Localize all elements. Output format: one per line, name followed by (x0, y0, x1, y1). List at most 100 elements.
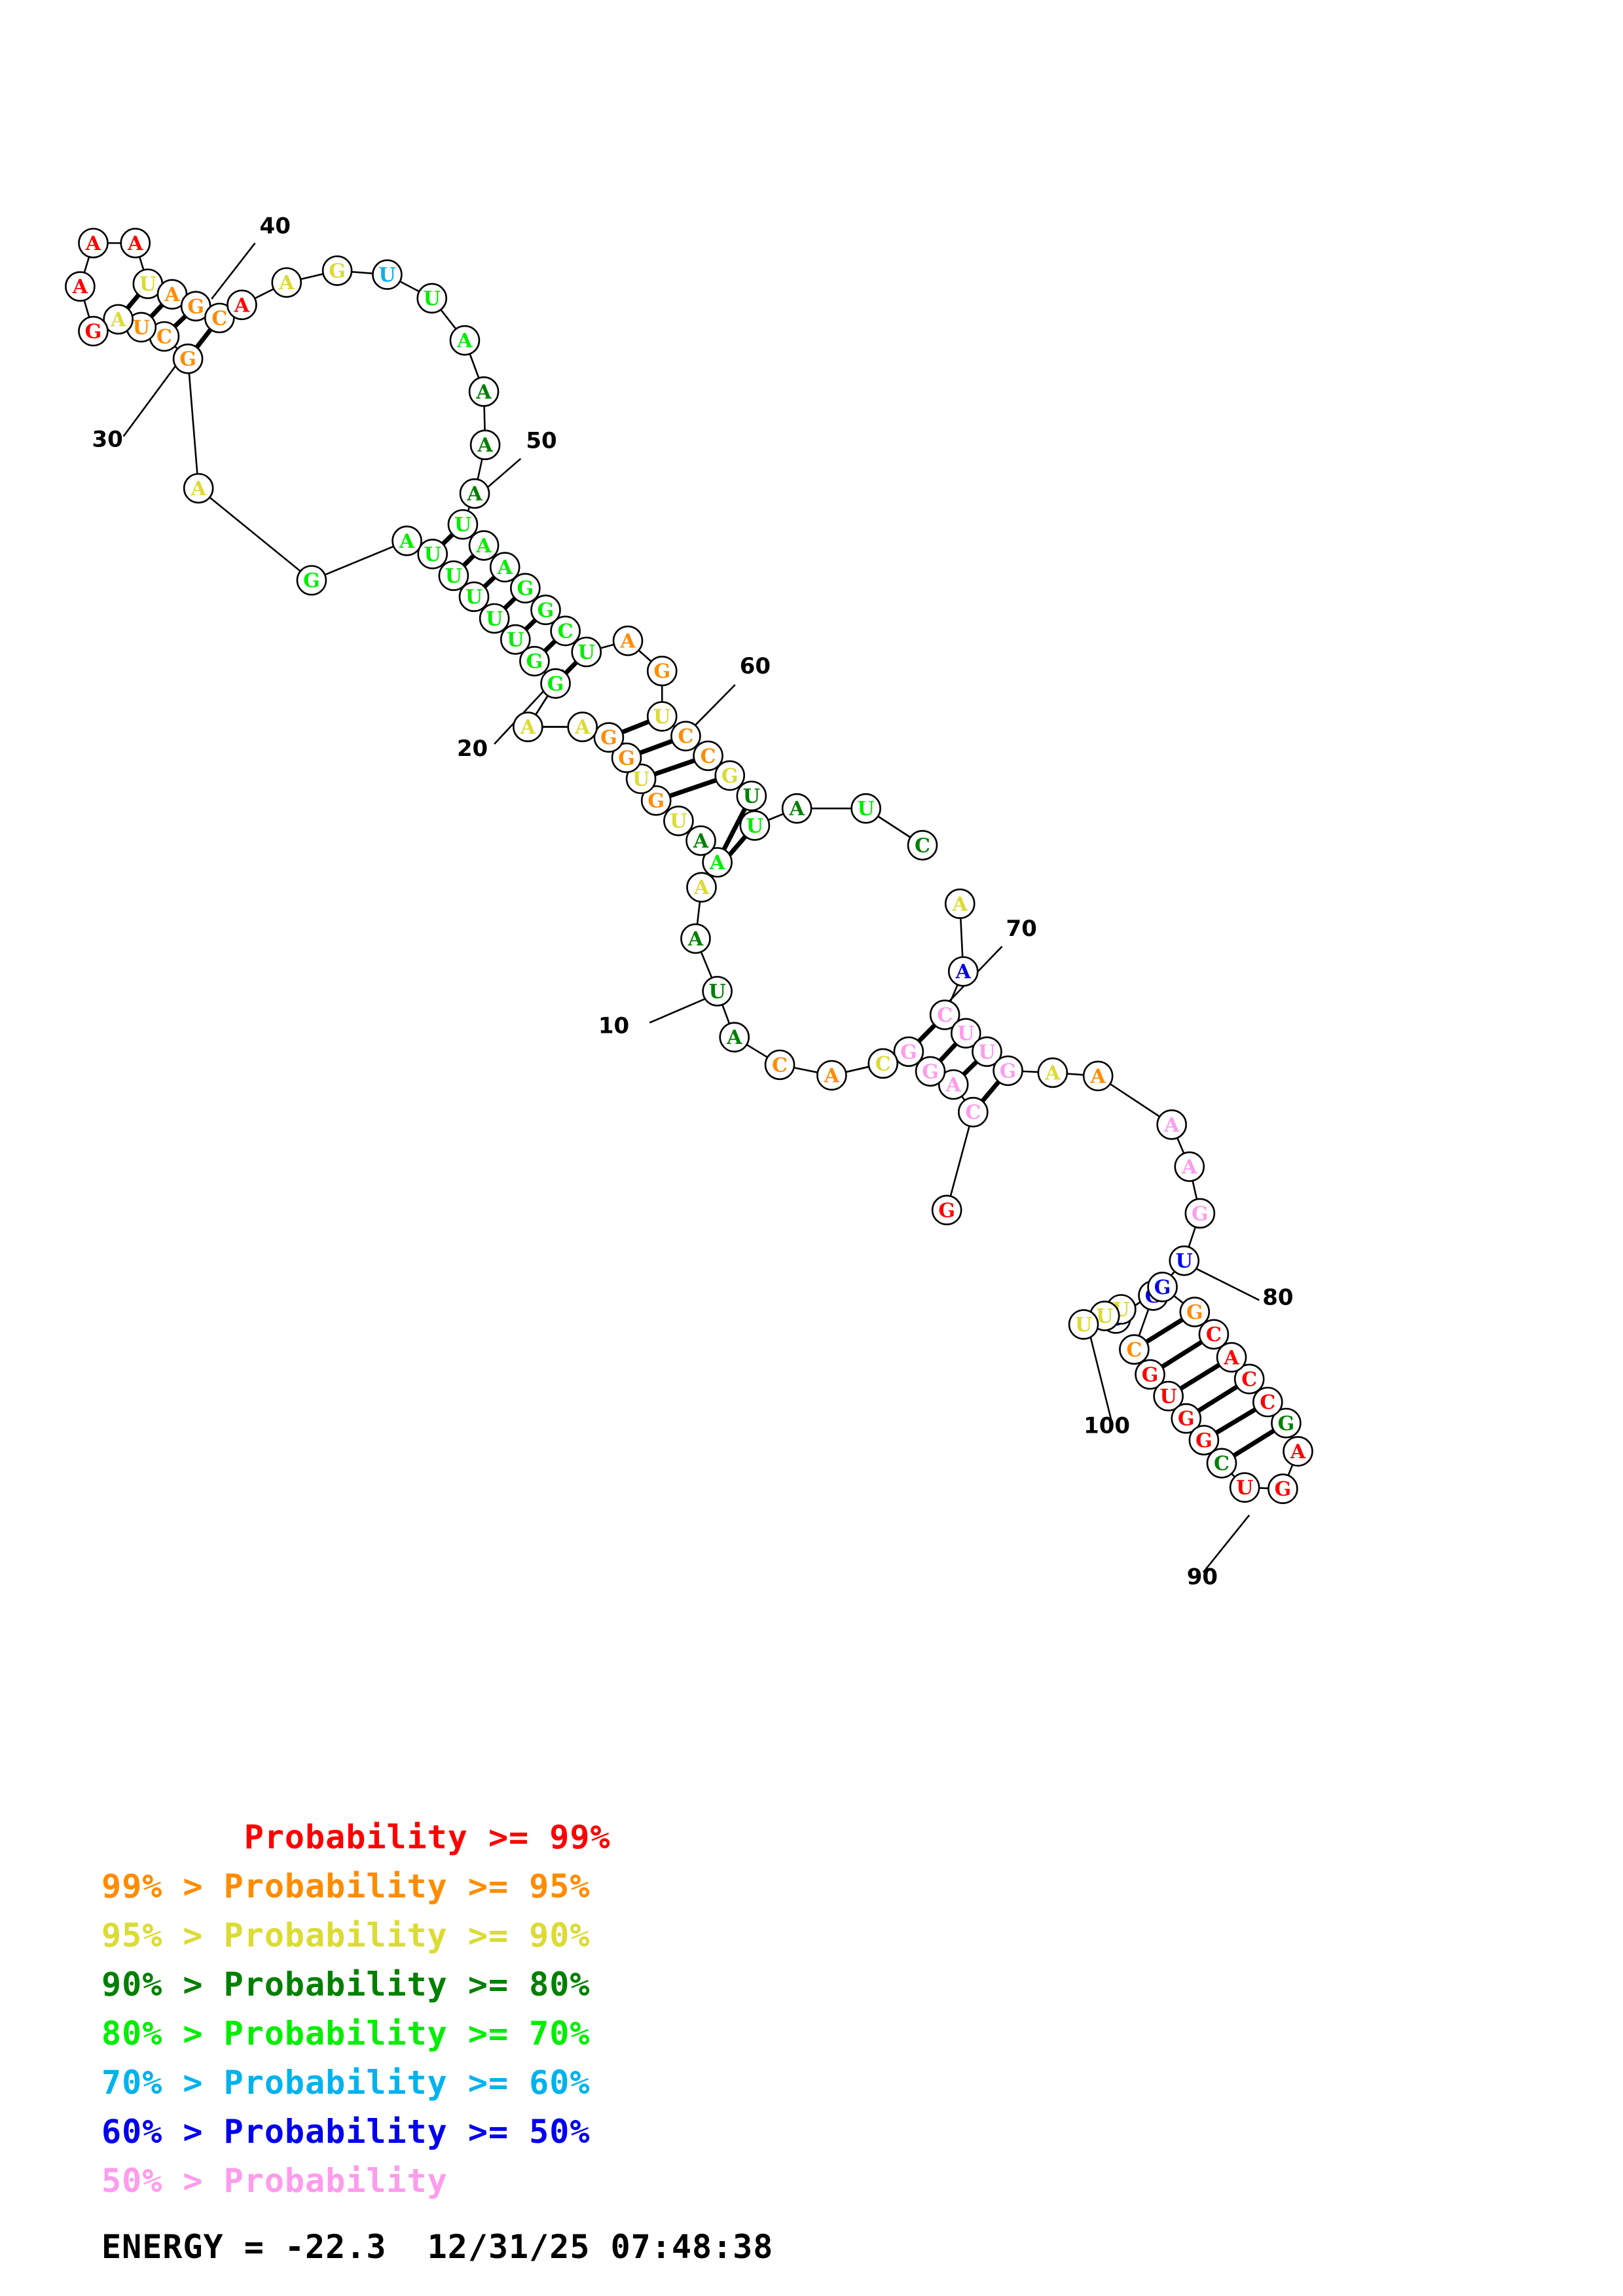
base-36[interactable]: G (78, 315, 109, 347)
base-97[interactable]: C (1198, 1319, 1230, 1350)
base-14[interactable]: A (685, 825, 716, 856)
base-circle[interactable] (530, 594, 561, 626)
base-4[interactable]: G (915, 1056, 946, 1087)
base-circle[interactable] (183, 473, 214, 504)
base-circle[interactable] (640, 785, 672, 816)
base-43[interactable]: C (204, 302, 235, 334)
base-94[interactable]: C (1252, 1386, 1283, 1418)
base-circle[interactable] (468, 530, 500, 561)
base-circle[interactable] (1198, 1319, 1230, 1350)
base-19[interactable]: G (593, 722, 625, 753)
base-89[interactable]: C (1206, 1448, 1237, 1479)
base-circle[interactable] (479, 603, 510, 634)
base-circle[interactable] (296, 565, 327, 596)
base-95[interactable]: C (1233, 1363, 1265, 1395)
base-circle[interactable] (513, 711, 543, 742)
base-32[interactable]: G (172, 343, 204, 374)
base-76[interactable]: G (993, 1055, 1023, 1086)
base-circle[interactable] (1184, 1198, 1216, 1229)
base-circle[interactable] (893, 1036, 924, 1067)
base-circle[interactable] (1179, 1297, 1211, 1327)
base-circle[interactable] (1135, 1359, 1165, 1390)
base-77[interactable]: A (1037, 1057, 1068, 1088)
base-50[interactable]: A (468, 376, 500, 407)
base-circle[interactable] (1156, 1109, 1187, 1140)
base-33[interactable]: C (149, 321, 180, 352)
base-75[interactable]: U (972, 1036, 1002, 1067)
base-circle[interactable] (625, 763, 657, 795)
base-84[interactable]: C (1119, 1334, 1150, 1365)
base-8[interactable]: C (764, 1049, 795, 1081)
base-11[interactable]: A (680, 923, 711, 954)
base-92[interactable]: A (1283, 1436, 1313, 1467)
base-25[interactable]: U (479, 603, 510, 634)
base-26[interactable]: U (458, 581, 490, 613)
base-30[interactable]: G (296, 565, 327, 596)
base-circle[interactable] (907, 830, 938, 861)
base-circle[interactable] (1283, 1436, 1313, 1467)
base-circle[interactable] (458, 581, 490, 613)
base-9[interactable]: A (719, 1022, 750, 1052)
base-circle[interactable] (719, 1022, 750, 1052)
base-68[interactable]: A (781, 793, 812, 824)
base-circle[interactable] (993, 1055, 1023, 1086)
base-circle[interactable] (693, 740, 723, 772)
base-85[interactable]: G (1135, 1359, 1165, 1390)
base-47[interactable]: U (372, 259, 403, 290)
base-circle[interactable] (449, 325, 481, 356)
base-circle[interactable] (438, 560, 469, 591)
base-63[interactable]: C (670, 721, 701, 751)
base-56[interactable]: G (510, 573, 541, 603)
base-circle[interactable] (670, 721, 701, 751)
base-57[interactable]: G (530, 594, 561, 626)
base-48[interactable]: U (416, 283, 448, 314)
base-42[interactable]: G (180, 291, 211, 322)
base-circle[interactable] (567, 711, 598, 742)
base-66[interactable]: U (736, 780, 767, 812)
base-circle[interactable] (1147, 1272, 1178, 1302)
base-circle[interactable] (931, 1194, 962, 1226)
base-38[interactable]: A (78, 228, 109, 259)
base-7[interactable]: A (816, 1060, 847, 1091)
base-27[interactable]: U (438, 560, 469, 591)
base-22[interactable]: G (540, 668, 571, 699)
base-circle[interactable] (1119, 1334, 1150, 1365)
base-54[interactable]: A (468, 530, 500, 561)
base-circle[interactable] (1174, 1151, 1205, 1182)
base-circle[interactable] (850, 793, 881, 824)
base-circle[interactable] (416, 283, 448, 314)
base-87[interactable]: G (1171, 1403, 1202, 1434)
base-45[interactable]: A (271, 267, 302, 298)
base-53[interactable]: U (447, 509, 479, 540)
base-62[interactable]: U (646, 701, 678, 732)
base-86[interactable]: U (1153, 1380, 1184, 1412)
base-6[interactable]: C (867, 1048, 899, 1079)
base-1[interactable]: G (931, 1194, 962, 1226)
base-circle[interactable] (519, 645, 550, 677)
base-circle[interactable] (739, 810, 771, 841)
base-52[interactable]: A (459, 478, 490, 509)
base-circle[interactable] (816, 1060, 847, 1091)
base-circle[interactable] (459, 478, 490, 509)
base-circle[interactable] (510, 573, 541, 603)
base-circle[interactable] (227, 289, 257, 321)
base-71[interactable]: A (944, 888, 976, 920)
base-18[interactable]: G (611, 742, 642, 774)
base-circle[interactable] (958, 1096, 989, 1128)
base-35[interactable]: A (103, 304, 134, 335)
base-93[interactable]: G (1271, 1407, 1302, 1439)
base-circle[interactable] (686, 872, 717, 903)
base-circle[interactable] (271, 267, 302, 298)
base-circle[interactable] (867, 1048, 899, 1079)
base-circle[interactable] (781, 793, 812, 824)
base-circle[interactable] (489, 552, 520, 583)
base-69[interactable]: U (850, 793, 881, 824)
base-circle[interactable] (78, 315, 109, 347)
base-13[interactable]: A (702, 847, 733, 878)
base-circle[interactable] (612, 625, 644, 656)
base-29[interactable]: A (392, 526, 422, 556)
base-65[interactable]: G (714, 760, 746, 791)
base-circle[interactable] (65, 271, 96, 302)
base-46[interactable]: G (321, 255, 353, 286)
